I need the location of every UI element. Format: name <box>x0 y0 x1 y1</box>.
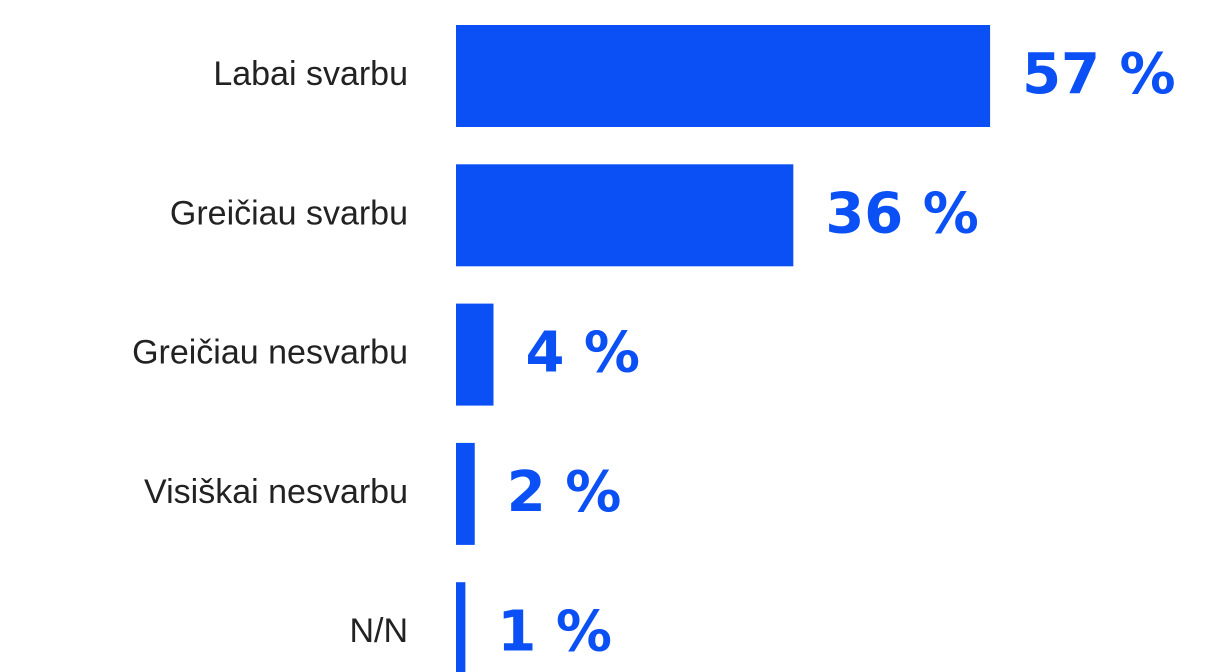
category-label: Labai svarbu <box>213 55 408 93</box>
bar <box>456 442 475 545</box>
value-label: 57 % <box>1022 42 1176 107</box>
bar <box>456 25 991 127</box>
bar <box>456 582 466 672</box>
value-label: 4 % <box>525 321 640 386</box>
value-label: 1 % <box>497 599 612 664</box>
value-label: 36 % <box>825 181 979 246</box>
bar <box>456 303 494 406</box>
category-label: N/N <box>349 612 408 650</box>
bar <box>456 164 794 267</box>
category-label: Greičiau nesvarbu <box>132 334 408 372</box>
category-label: Visiškai nesvarbu <box>144 473 408 511</box>
category-label: Greičiau svarbu <box>170 194 408 232</box>
value-label: 2 % <box>507 460 622 525</box>
